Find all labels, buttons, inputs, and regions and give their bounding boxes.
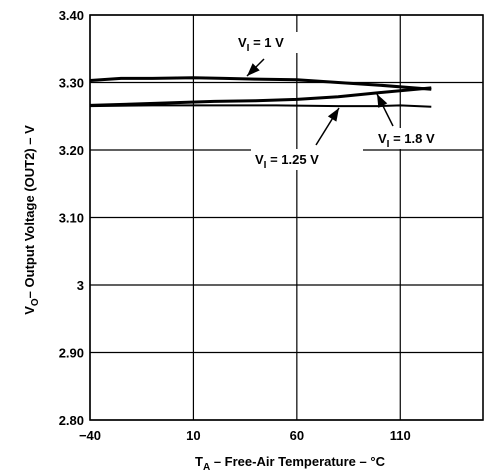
annotation-3: VI = 1.8 V	[374, 93, 454, 150]
x-tick-label: 110	[390, 428, 411, 443]
annotation-label: VI = 1 V	[238, 35, 284, 54]
annotation-bg	[251, 149, 363, 170]
y-tick-label: 3.30	[59, 76, 84, 91]
annotation-bg	[374, 128, 454, 149]
x-tick-label: −40	[79, 428, 101, 443]
plot-frame	[89, 14, 484, 421]
x-tick-label: 10	[186, 428, 200, 443]
series-line-1	[89, 76, 432, 91]
series-lines	[89, 76, 432, 108]
x-tick-label: 60	[290, 428, 304, 443]
series-line-2	[89, 86, 432, 107]
annotation-arrowhead	[327, 108, 339, 122]
y-tick-label: 2.80	[59, 413, 84, 428]
annotation-bg	[234, 32, 314, 53]
y-tick-label: 3.20	[59, 143, 84, 158]
y-tick-label: 2.90	[59, 346, 84, 361]
tick-labels: 2.80 2.90 3 3.10 3.20 3.30 3.40 −40 10 60 110	[59, 8, 411, 443]
annotation-label: VI = 1.25 V	[255, 152, 319, 171]
annotation-2: VI = 1.25 V	[251, 107, 363, 171]
y-axis-label: VO– Output Voltage (OUT2) – V	[22, 125, 41, 315]
annotation-arrowhead	[377, 94, 388, 108]
grid	[89, 14, 483, 421]
annotations: VI = 1 V VI = 1.25 V VI = 1.8 V	[234, 32, 454, 171]
y-tick-label: 3	[77, 278, 84, 293]
axes	[89, 14, 484, 421]
series-line-3	[89, 104, 432, 108]
annotation-label: VI = 1.8 V	[378, 131, 435, 150]
x-axis-label: TA – Free-Air Temperature – °C	[195, 454, 386, 473]
annotation-arrowhead	[247, 63, 260, 76]
y-tick-label: 3.10	[59, 211, 84, 226]
annotation-1: VI = 1 V	[234, 32, 314, 77]
y-tick-label: 3.40	[59, 8, 84, 23]
